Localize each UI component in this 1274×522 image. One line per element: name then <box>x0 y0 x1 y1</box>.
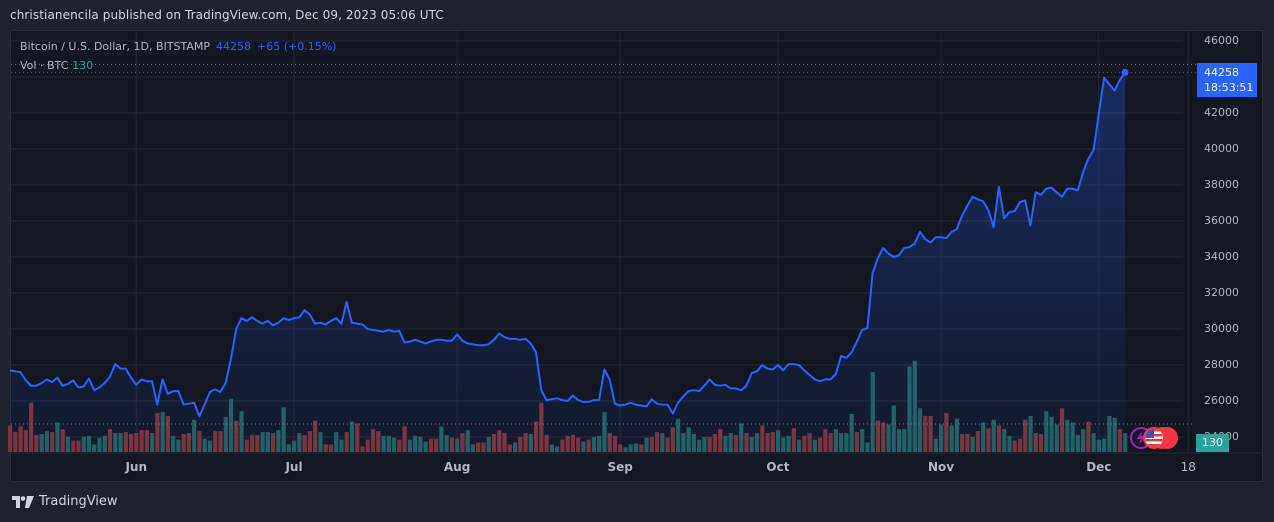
time-axis-tick: Aug <box>443 460 471 474</box>
last-price-badge-value: 44258 <box>1204 66 1239 79</box>
time-axis-tick: Oct <box>766 460 790 474</box>
price-axis-tick: 36000 <box>1204 214 1239 227</box>
price-axis-tick: 46000 <box>1204 34 1239 47</box>
bar-countdown: 18:53:51 <box>1204 81 1254 94</box>
price-axis-tick: 38000 <box>1204 178 1239 191</box>
price-axis-tick: 28000 <box>1204 358 1239 371</box>
price-area-fill <box>10 72 1126 453</box>
us-flag-economic-event-icon[interactable] <box>1143 427 1165 449</box>
last-price-badge: 44258 18:53:51 <box>1197 63 1257 97</box>
price-axis-tick: 32000 <box>1204 286 1239 299</box>
symbol-title: Bitcoin / U.S. Dollar, 1D, BITSTAMP <box>20 40 210 53</box>
price-axis-tick: 42000 <box>1204 106 1239 119</box>
tradingview-logo-icon <box>12 495 34 508</box>
price-axis-tick: 40000 <box>1204 142 1239 155</box>
volume-bar <box>1123 433 1128 452</box>
time-axis-tick: Nov <box>927 460 955 474</box>
volume-value: 130 <box>72 59 94 72</box>
time-axis-tick: Jun <box>125 460 148 474</box>
symbol-legend[interactable]: Bitcoin / U.S. Dollar, 1D, BITSTAMP 44258… <box>20 40 336 53</box>
time-axis-tick: Jul <box>285 460 303 474</box>
volume-label: Vol · BTC <box>20 59 69 72</box>
price-line <box>9 71 1126 418</box>
footer-brand[interactable]: TradingView <box>12 494 118 509</box>
last-price-dot <box>1121 68 1129 76</box>
time-axis-tick: Dec <box>1086 460 1112 474</box>
price-axis-tick: 34000 <box>1204 250 1239 263</box>
time-axis-tick: Sep <box>607 460 633 474</box>
volume-legend[interactable]: Vol · BTC 130 <box>20 59 93 72</box>
time-axis-tick: 18 <box>1180 460 1196 474</box>
brand-name: TradingView <box>39 494 118 509</box>
price-change-value: +65 (+0.15%) <box>256 40 337 53</box>
publisher-line: christianencila published on TradingView… <box>10 8 444 22</box>
price-axis-tick: 26000 <box>1204 394 1239 407</box>
last-price-value: 44258 <box>215 40 251 53</box>
volume-badge: 130 <box>1196 434 1229 452</box>
price-axis-tick: 30000 <box>1204 322 1239 335</box>
